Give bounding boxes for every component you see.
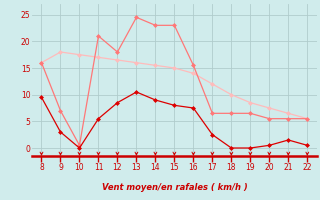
X-axis label: Vent moyen/en rafales ( km/h ): Vent moyen/en rafales ( km/h ): [101, 183, 247, 192]
